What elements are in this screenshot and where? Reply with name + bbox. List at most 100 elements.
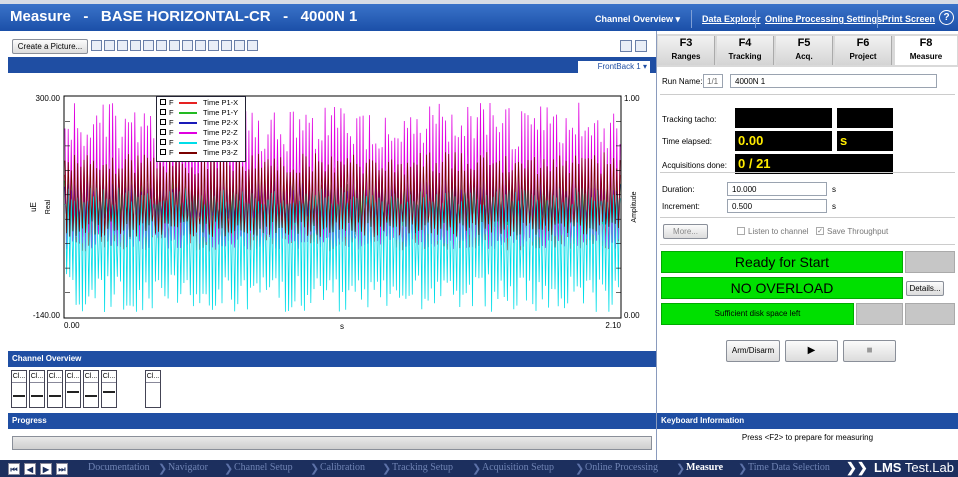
listen-to-channel-checkbox[interactable]	[737, 227, 745, 235]
tracking-tacho-unit	[837, 108, 893, 128]
bar-chart-icon[interactable]	[143, 40, 154, 51]
chevron-right-icon: ❯	[575, 463, 585, 475]
online-processing-settings-link[interactable]: Online Processing Settings	[765, 14, 883, 24]
cursor-dual-icon[interactable]	[195, 40, 206, 51]
workflow-navigator[interactable]: Navigator	[168, 462, 208, 473]
frontback-select[interactable]: FrontBack 1 ▾	[578, 61, 650, 73]
separator	[877, 10, 878, 28]
progress-panel	[8, 429, 656, 459]
channel-level-meter[interactable]: Cl...	[29, 370, 45, 408]
overlay-icon[interactable]	[104, 40, 115, 51]
blank-view-icon[interactable]	[117, 40, 128, 51]
duration-input[interactable]: 10.000	[727, 182, 827, 196]
y-tick-min: -140.00	[33, 311, 61, 320]
workflow-acquisition-setup[interactable]: Acquisition Setup	[482, 462, 554, 473]
chart-canvas: 300.00 -140.00 1.00 0.00 0.00 2.10 s uE …	[29, 94, 640, 331]
tracking-tacho-label: Tracking tacho:	[662, 115, 717, 124]
arm-disarm-button[interactable]: Arm/Disarm	[726, 340, 780, 362]
legend-checkbox[interactable]	[160, 139, 166, 145]
legend-checkbox[interactable]	[160, 109, 166, 115]
run-name-input[interactable]: 4000N 1	[730, 74, 937, 88]
cursor-icon[interactable]	[182, 40, 193, 51]
x-axis-label: s	[340, 322, 344, 331]
chevron-right-icon: ❯	[382, 463, 392, 475]
print-icon[interactable]	[635, 40, 647, 52]
separator	[691, 10, 692, 28]
next-icon[interactable]: ▶	[40, 463, 52, 475]
tab-project[interactable]: F6 Project	[835, 36, 892, 65]
channel-level-meter[interactable]: Cl...	[145, 370, 161, 408]
tab-ranges[interactable]: F3 Ranges	[658, 36, 715, 65]
options-icon[interactable]	[234, 40, 245, 51]
workflow-channel-setup[interactable]: Channel Setup	[234, 462, 293, 473]
status-disk-space: Sufficient disk space left	[661, 303, 854, 325]
stop-button[interactable]: ■	[843, 340, 896, 362]
channel-overview-menu[interactable]: Channel Overview ▾	[595, 14, 681, 24]
workflow-online-processing[interactable]: Online Processing	[585, 462, 659, 473]
display-mode-icon[interactable]	[91, 40, 102, 51]
color-map-icon[interactable]	[169, 40, 180, 51]
legend-checkbox[interactable]	[160, 119, 166, 125]
tab-acquisition[interactable]: F5 Acq.	[776, 36, 833, 65]
chevron-right-icon: ❯	[158, 463, 168, 475]
status-indicator	[905, 303, 955, 325]
legend-item: F Time P3-Z	[157, 148, 245, 157]
legend-item: F Time P2-Z	[157, 128, 245, 137]
legend-item: F Time P1-Y	[157, 108, 245, 117]
more-button[interactable]: More...	[663, 224, 708, 239]
first-page-icon[interactable]: ⏮	[8, 463, 20, 475]
stop-icon: ■	[866, 345, 873, 356]
increment-input[interactable]: 0.500	[727, 199, 827, 213]
workflow-measure[interactable]: Measure	[686, 462, 724, 473]
tracking-tacho-value	[735, 108, 832, 128]
channel-level-meter[interactable]: Cl...	[11, 370, 27, 408]
data-explorer-link[interactable]: Data Explorer	[702, 14, 761, 24]
tab-tracking[interactable]: F4 Tracking	[717, 36, 774, 65]
tab-measure[interactable]: F8 Measure	[895, 36, 957, 65]
time-elapsed-label: Time elapsed:	[662, 137, 712, 146]
save-throughput-label: Save Throughput	[827, 227, 889, 236]
settings-icon[interactable]	[247, 40, 258, 51]
create-picture-button[interactable]: Create a Picture...	[12, 39, 88, 54]
chevron-right-icon: ❯	[738, 463, 748, 475]
workflow-tracking-setup[interactable]: Tracking Setup	[392, 462, 454, 473]
channel-level-meter[interactable]: Cl...	[47, 370, 63, 408]
previous-icon[interactable]: ◀	[24, 463, 36, 475]
run-index: 1/1	[703, 74, 723, 88]
last-page-icon[interactable]: ⏭	[56, 463, 68, 475]
increment-unit: s	[832, 202, 836, 211]
legend-checkbox[interactable]	[160, 129, 166, 135]
increment-label: Increment:	[662, 202, 700, 211]
save-throughput-checkbox[interactable]: ✓	[816, 227, 824, 235]
legend-checkbox[interactable]	[160, 99, 166, 105]
workflow-time-data-selection[interactable]: Time Data Selection	[748, 462, 830, 473]
workflow-documentation[interactable]: Documentation	[88, 462, 150, 473]
status-indicator	[905, 251, 955, 273]
chevron-down-icon: ▾	[675, 14, 681, 24]
peak-cursor-icon[interactable]	[221, 40, 232, 51]
workflow-calibration[interactable]: Calibration	[320, 462, 365, 473]
split-view-icon[interactable]	[620, 40, 632, 52]
harmonic-cursor-icon[interactable]	[208, 40, 219, 51]
title-bar: Measure - BASE HORIZONTAL-CR - 4000N 1 C…	[0, 0, 958, 31]
start-button[interactable]: ▶	[785, 340, 838, 362]
chart-traces	[64, 102, 621, 313]
zoom-icon[interactable]	[130, 40, 141, 51]
print-screen-link[interactable]: Print Screen	[882, 14, 936, 24]
duration-unit: s	[832, 185, 836, 194]
play-icon: ▶	[807, 345, 816, 356]
channel-level-meter[interactable]: Cl...	[101, 370, 117, 408]
time-data-chart[interactable]: 300.00 -140.00 1.00 0.00 0.00 2.10 s uE …	[8, 73, 656, 338]
legend-checkbox[interactable]	[160, 149, 166, 155]
y-axis-label: Real	[45, 199, 52, 214]
help-icon[interactable]: ?	[939, 10, 954, 25]
channel-level-meter[interactable]: Cl...	[83, 370, 99, 408]
legend-item: F Time P3-X	[157, 138, 245, 147]
x-tick-min: 0.00	[64, 321, 80, 330]
y2-axis-label: Amplitude	[631, 191, 638, 222]
details-button[interactable]: Details...	[906, 281, 944, 296]
channel-level-meter[interactable]: Cl...	[65, 370, 81, 408]
time-elapsed-unit: s	[837, 131, 893, 151]
line-chart-icon[interactable]	[156, 40, 167, 51]
measure-panel: F3 Ranges F4 Tracking F5 Acq. F6 Project F8 M…	[657, 31, 958, 460]
